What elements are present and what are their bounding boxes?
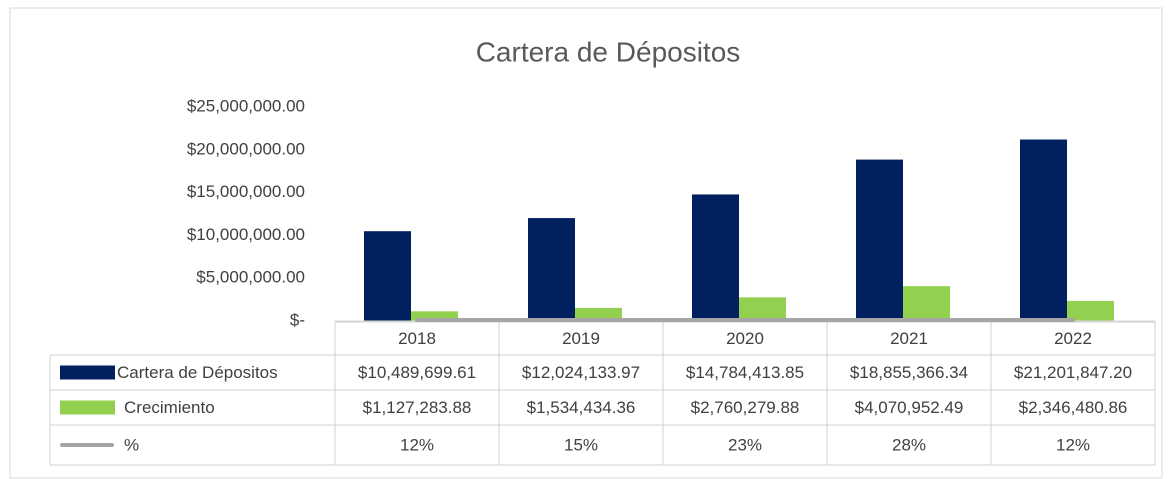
- data-label: 23%: [728, 435, 762, 454]
- x-tick-label: 2021: [890, 329, 928, 348]
- bar: [692, 194, 739, 321]
- bar: [411, 311, 458, 321]
- data-label: 12%: [1056, 435, 1090, 454]
- y-tick-label: $25,000,000.00: [187, 96, 305, 115]
- data-label: $10,489,699.61: [358, 363, 476, 382]
- y-tick-label: $5,000,000.00: [196, 268, 305, 287]
- x-tick-label: 2018: [398, 329, 436, 348]
- data-label: $2,346,480.86: [1019, 398, 1128, 417]
- data-label: $1,127,283.88: [363, 398, 472, 417]
- data-label: 12%: [400, 435, 434, 454]
- x-tick-label: 2022: [1054, 329, 1092, 348]
- bar: [1067, 300, 1114, 321]
- y-tick-label: $15,000,000.00: [187, 182, 305, 201]
- bar: [575, 307, 622, 321]
- data-label: 15%: [564, 435, 598, 454]
- x-tick-label: 2020: [726, 329, 764, 348]
- data-label: $4,070,952.49: [855, 398, 964, 417]
- data-label: $21,201,847.20: [1014, 363, 1132, 382]
- chart-title: Cartera de Dépositos: [476, 36, 741, 67]
- legend-label: %: [124, 435, 139, 454]
- legend-key: [60, 400, 115, 415]
- bar: [364, 231, 411, 321]
- chart-frame: [9, 7, 1163, 479]
- bar: [528, 218, 575, 321]
- y-tick-label: $20,000,000.00: [187, 139, 305, 158]
- legend-label: Cartera de Dépositos: [117, 363, 278, 382]
- x-tick-label: 2019: [562, 329, 600, 348]
- legend-label: Crecimiento: [124, 398, 215, 417]
- bar: [856, 159, 903, 321]
- y-tick-label: $10,000,000.00: [187, 225, 305, 244]
- bar: [903, 286, 950, 321]
- bar: [1020, 139, 1067, 321]
- bar: [739, 297, 786, 321]
- data-label: 28%: [892, 435, 926, 454]
- data-label: $18,855,366.34: [850, 363, 968, 382]
- y-tick-label: $-: [290, 310, 305, 329]
- data-label: $2,760,279.88: [691, 398, 800, 417]
- data-label: $14,784,413.85: [686, 363, 804, 382]
- data-label: $1,534,434.36: [527, 398, 636, 417]
- legend-key: [60, 365, 115, 380]
- data-label: $12,024,133.97: [522, 363, 640, 382]
